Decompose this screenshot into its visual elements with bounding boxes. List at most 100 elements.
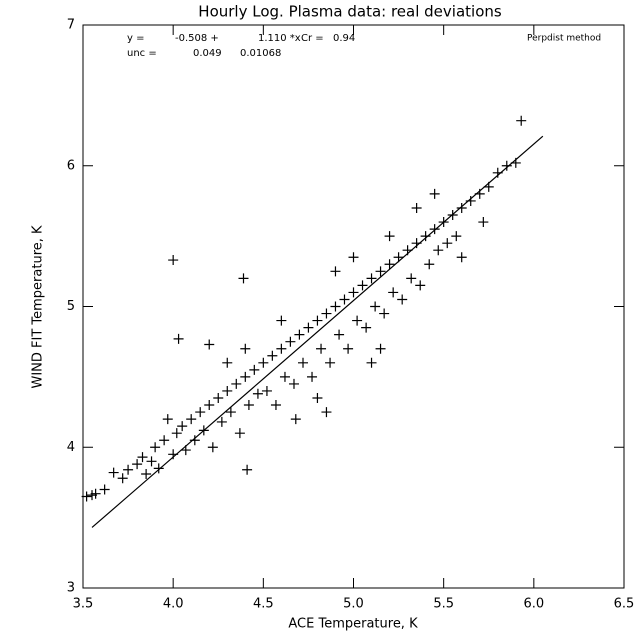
scatter-point [451, 231, 462, 242]
scatter-point [433, 245, 444, 256]
annotation: Perpdist method [527, 34, 601, 44]
scatter-point [339, 294, 350, 305]
scatter-point [173, 333, 184, 344]
scatter-point [330, 266, 341, 277]
scatter-point [348, 287, 359, 298]
scatter-point [334, 329, 345, 340]
scatter-point [288, 378, 299, 389]
scatter-point [366, 357, 377, 368]
scatter-point [456, 252, 467, 263]
scatter-point [321, 308, 332, 319]
scatter-point [370, 301, 381, 312]
scatter-point [456, 202, 467, 213]
scatter-point [150, 442, 161, 453]
scatter-point [343, 343, 354, 354]
scatter-point [294, 329, 305, 340]
scatter-point [252, 388, 263, 399]
x-tick-label: 5.0 [343, 597, 364, 612]
scatter-point [177, 421, 188, 432]
x-tick-label: 5.5 [433, 597, 454, 612]
scatter-point [276, 343, 287, 354]
y-tick-label: 6 [67, 158, 75, 173]
scatter-point [290, 414, 301, 425]
scatter-point [316, 343, 327, 354]
scatter-point [330, 301, 341, 312]
scatter-point [258, 357, 269, 368]
x-tick-label: 6.5 [614, 597, 635, 612]
scatter-point [312, 392, 323, 403]
y-tick-label: 4 [67, 440, 75, 455]
scatter-point [132, 459, 143, 470]
scatter-point [234, 428, 245, 439]
scatter-point [312, 315, 323, 326]
y-tick-label: 3 [67, 581, 75, 596]
annotation: unc = [127, 48, 157, 59]
x-tick-label: 4.5 [253, 597, 274, 612]
scatter-point [242, 464, 253, 475]
scatter-point [108, 467, 119, 478]
chart-title: Hourly Log. Plasma data: real deviations [198, 3, 502, 21]
y-axis-label: WIND FIT Temperature, K [31, 225, 46, 389]
scatter-point [207, 442, 218, 453]
scatter-point [501, 160, 512, 171]
scatter-point [162, 414, 173, 425]
scatter-point [325, 357, 336, 368]
scatter-point [298, 357, 309, 368]
scatter-point [189, 435, 200, 446]
annotation: 1.110 *x [258, 33, 301, 44]
scatter-point [379, 308, 390, 319]
scatter-point [357, 280, 368, 291]
scatter-point [141, 468, 152, 479]
scatter-point [285, 336, 296, 347]
scatter-point [388, 287, 399, 298]
scatter-point [424, 259, 435, 270]
scatter-point [406, 273, 417, 284]
scatter-point [429, 188, 440, 199]
scatter-point [375, 343, 386, 354]
scatter-point [420, 231, 431, 242]
scatter-point [270, 400, 281, 411]
annotation: y = [127, 33, 144, 44]
scatter-point [117, 473, 128, 484]
scatter-point [348, 252, 359, 263]
scatter-point [168, 255, 179, 266]
scatter-point [393, 252, 404, 263]
y-tick-label: 7 [67, 18, 75, 33]
scatter-point [415, 280, 426, 291]
scatter-point [516, 115, 527, 126]
scatter-point [384, 259, 395, 270]
scatter-point [225, 407, 236, 418]
scatter-point [238, 273, 249, 284]
x-tick-label: 4.0 [163, 597, 184, 612]
scatter-point [171, 428, 182, 439]
scatter-point [146, 456, 157, 467]
annotation: Cr = [301, 33, 324, 44]
scatter-point [279, 371, 290, 382]
scatter-point [352, 315, 363, 326]
scatter-point [123, 464, 134, 475]
scatter-point [159, 435, 170, 446]
scatter-point [397, 294, 408, 305]
annotation: 0.01068 [240, 48, 281, 59]
x-tick-label: 3.5 [73, 597, 94, 612]
scatter-point [216, 416, 227, 427]
scatter-point [321, 407, 332, 418]
scatter-point [213, 392, 224, 403]
x-tick-label: 6.0 [523, 597, 544, 612]
scatter-point [240, 343, 251, 354]
annotation: 0.94 [333, 33, 355, 44]
scatter-point [478, 217, 489, 228]
scatter-point [243, 400, 254, 411]
y-tick-label: 5 [67, 299, 75, 314]
scatter-point [307, 371, 318, 382]
scatter-point [442, 238, 453, 249]
scatter-point [267, 350, 278, 361]
scatter-point [411, 202, 422, 213]
scatter-point [81, 491, 92, 502]
scatter-point [375, 266, 386, 277]
scatter-point [222, 357, 233, 368]
scatter-point [384, 231, 395, 242]
scatter-point [361, 322, 372, 333]
scatter-point [195, 407, 206, 418]
